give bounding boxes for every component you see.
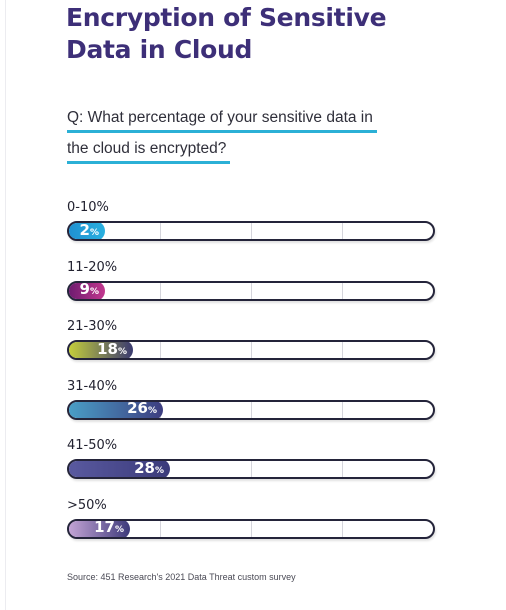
gridline — [342, 342, 343, 358]
bar-row: >50% 17% — [0, 498, 506, 548]
data-label-value: 28 — [134, 459, 155, 477]
gridline — [160, 520, 161, 537]
bar: 28% — [69, 459, 170, 477]
bar-track: 26% — [67, 399, 435, 420]
bar: 17% — [69, 518, 130, 537]
bar-row: 31-40% 26% — [0, 379, 506, 429]
source-note: Source: 451 Research's 2021 Data Threat … — [67, 572, 296, 582]
data-label-unit: % — [89, 227, 99, 238]
bar-track: 28% — [67, 459, 435, 479]
data-label: 2% — [79, 221, 99, 239]
title-line-2: Data in Cloud — [66, 35, 253, 64]
category-label: >50% — [67, 497, 107, 513]
gridline — [342, 401, 343, 418]
gridline — [160, 342, 161, 358]
bar-track: 2% — [67, 221, 435, 241]
page-edge-line — [5, 0, 6, 610]
bar: 26% — [69, 399, 163, 418]
title-line-1: Encryption of Sensitive — [66, 3, 387, 32]
data-label: 17% — [94, 518, 124, 537]
category-label: 41-50% — [67, 438, 118, 453]
bar: 2% — [69, 221, 105, 239]
gridline — [251, 282, 252, 299]
data-label-unit: % — [89, 287, 99, 297]
bar-row: 21-30% 18% — [0, 319, 506, 369]
bar-row: 41-50% 28% — [0, 438, 506, 488]
chart-title: Encryption of Sensitive Data in Cloud — [66, 2, 387, 66]
category-label: 11-20% — [67, 259, 118, 275]
category-label: 31-40% — [67, 378, 118, 394]
data-label-value: 9 — [79, 280, 90, 299]
survey-question: Q: What percentage of your sensitive dat… — [67, 106, 377, 168]
data-label-unit: % — [114, 525, 124, 535]
gridline — [251, 461, 252, 477]
bar-track: 17% — [67, 518, 435, 539]
data-label-value: 2 — [79, 221, 90, 239]
gridline — [342, 461, 343, 477]
gridline — [342, 223, 343, 239]
gridline — [160, 223, 161, 239]
bar-row: 11-20% 9% — [0, 260, 506, 310]
gridline — [251, 520, 252, 537]
data-label-value: 26 — [127, 399, 148, 418]
gridline — [342, 282, 343, 299]
data-label: 9% — [79, 280, 99, 299]
bar-row: 0-10% 2% — [0, 200, 506, 250]
bar-track: 9% — [67, 280, 435, 301]
bar-track: 18% — [67, 340, 435, 360]
gridline — [251, 223, 252, 239]
data-label: 18% — [97, 340, 127, 358]
gridline — [160, 282, 161, 299]
question-line-1: Q: What percentage of your sensitive dat… — [67, 106, 377, 133]
gridline — [251, 342, 252, 358]
bar: 9% — [69, 280, 105, 299]
bar: 18% — [69, 340, 133, 358]
data-label: 26% — [127, 399, 157, 418]
category-label: 21-30% — [67, 319, 118, 334]
data-label-value: 18 — [97, 340, 118, 358]
data-label-unit: % — [154, 465, 164, 476]
data-label-unit: % — [117, 346, 127, 357]
data-label: 28% — [134, 459, 164, 477]
category-label: 0-10% — [67, 200, 109, 215]
gridline — [251, 401, 252, 418]
gridline — [342, 520, 343, 537]
data-label-value: 17 — [94, 518, 115, 537]
data-label-unit: % — [147, 406, 157, 416]
question-line-2: the cloud is encrypted? — [67, 137, 231, 164]
